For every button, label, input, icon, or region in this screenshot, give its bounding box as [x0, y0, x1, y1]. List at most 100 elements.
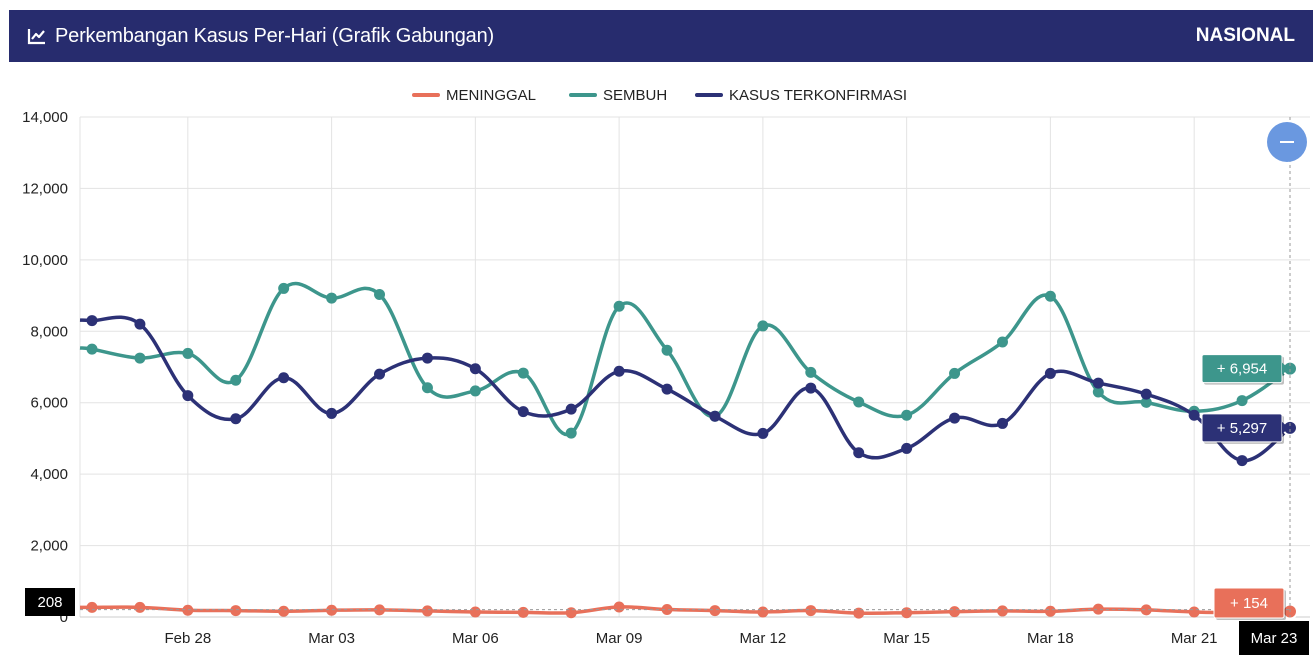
tooltip-kasus-text: + 5,297 — [1217, 420, 1267, 437]
series-line-kasus-terkonfirmasi — [79, 315, 1292, 463]
point-sembuh[interactable] — [1044, 290, 1056, 302]
point-kasus-terkonfirmasi[interactable] — [326, 407, 338, 419]
point-sembuh[interactable] — [565, 427, 577, 439]
tooltip-kasus-arrow — [1282, 421, 1289, 434]
point-kasus-terkonfirmasi[interactable] — [1188, 409, 1200, 421]
point-sembuh[interactable] — [182, 347, 194, 359]
point-kasus-terkonfirmasi[interactable] — [709, 410, 721, 422]
point-kasus-terkonfirmasi[interactable] — [182, 390, 194, 402]
point-sembuh[interactable] — [421, 382, 433, 394]
legend-label-sembuh[interactable]: SEMBUH — [603, 87, 667, 104]
point-sembuh[interactable] — [853, 396, 865, 408]
x-tick-label: Mar 06 — [452, 630, 499, 647]
point-meninggal[interactable] — [901, 607, 913, 619]
point-kasus-terkonfirmasi[interactable] — [230, 413, 242, 425]
point-meninggal[interactable] — [230, 605, 242, 617]
chart-series — [79, 281, 1298, 620]
point-meninggal[interactable] — [1140, 604, 1152, 616]
point-kasus-terkonfirmasi[interactable] — [374, 368, 386, 380]
crosshair-y-label-text: 208 — [37, 594, 62, 611]
point-sembuh[interactable] — [901, 409, 913, 421]
point-meninggal[interactable] — [1092, 603, 1104, 615]
point-kasus-terkonfirmasi[interactable] — [565, 403, 577, 415]
point-sembuh[interactable] — [1236, 395, 1248, 407]
point-kasus-terkonfirmasi[interactable] — [86, 315, 98, 327]
y-tick-label: 2,000 — [30, 538, 68, 555]
point-kasus-terkonfirmasi[interactable] — [757, 427, 769, 439]
point-meninggal[interactable] — [517, 606, 529, 618]
legend-label-kasus-terkonfirmasi[interactable]: KASUS TERKONFIRMASI — [729, 87, 907, 104]
point-sembuh[interactable] — [949, 367, 961, 379]
point-sembuh[interactable] — [517, 367, 529, 379]
crosshair-x-label-text: Mar 23 — [1251, 630, 1298, 647]
point-sembuh[interactable] — [613, 300, 625, 312]
point-meninggal[interactable] — [278, 605, 290, 617]
point-meninggal[interactable] — [421, 605, 433, 617]
point-sembuh[interactable] — [86, 343, 98, 355]
point-meninggal[interactable] — [853, 607, 865, 619]
line-chart-icon — [27, 29, 45, 45]
crosshair-x-label-box — [1239, 621, 1309, 655]
legend-label-meninggal[interactable]: MENINGGAL — [446, 87, 536, 104]
point-kasus-terkonfirmasi[interactable] — [1092, 377, 1104, 389]
tooltip-sembuh: + 6,954 — [1201, 354, 1289, 385]
point-meninggal[interactable] — [1188, 606, 1200, 618]
point-kasus-terkonfirmasi[interactable] — [134, 318, 146, 330]
point-meninggal[interactable] — [182, 604, 194, 616]
point-sembuh[interactable] — [661, 344, 673, 356]
point-meninggal[interactable] — [86, 601, 98, 613]
point-meninggal[interactable] — [469, 606, 481, 618]
point-meninggal[interactable] — [661, 604, 673, 615]
point-sembuh[interactable] — [230, 374, 242, 386]
point-kasus-terkonfirmasi[interactable] — [901, 442, 913, 454]
chart-grid — [79, 116, 1310, 618]
point-sembuh[interactable] — [326, 292, 338, 304]
point-kasus-terkonfirmasi[interactable] — [805, 382, 817, 394]
point-kasus-terkonfirmasi[interactable] — [469, 363, 481, 375]
region-label: NASIONAL — [1195, 25, 1295, 46]
point-kasus-terkonfirmasi[interactable] — [949, 412, 961, 424]
zoom-reset-button[interactable] — [1267, 122, 1307, 162]
point-sembuh[interactable] — [374, 289, 386, 300]
point-kasus-terkonfirmasi[interactable] — [661, 383, 673, 395]
point-meninggal[interactable] — [374, 604, 386, 616]
point-meninggal[interactable] — [613, 601, 625, 613]
point-meninggal[interactable] — [326, 604, 338, 616]
point-meninggal[interactable] — [709, 605, 721, 617]
point-kasus-terkonfirmasi[interactable] — [996, 417, 1008, 429]
chart-title: Perkembangan Kasus Per-Hari (Grafik Gabu… — [55, 24, 494, 47]
point-meninggal[interactable] — [134, 601, 146, 613]
tooltip-meninggal: + 154 — [1213, 587, 1286, 620]
point-sembuh[interactable] — [805, 366, 817, 378]
point-kasus-terkonfirmasi[interactable] — [853, 447, 865, 459]
x-tick-label: Mar 03 — [308, 630, 355, 647]
point-kasus-terkonfirmasi[interactable] — [1044, 367, 1056, 379]
point-kasus-terkonfirmasi[interactable] — [278, 372, 290, 384]
point-sembuh[interactable] — [1092, 386, 1104, 398]
point-kasus-terkonfirmasi[interactable] — [613, 365, 625, 377]
point-meninggal[interactable] — [996, 605, 1008, 617]
point-meninggal[interactable] — [1044, 605, 1056, 617]
point-kasus-terkonfirmasi[interactable] — [1236, 455, 1248, 467]
point-meninggal[interactable] — [805, 605, 817, 617]
y-tick-label: 0 — [60, 609, 68, 626]
point-kasus-terkonfirmasi[interactable] — [517, 406, 529, 418]
point-meninggal[interactable] — [949, 606, 961, 618]
x-tick-label: Mar 21 — [1171, 630, 1218, 647]
point-kasus-terkonfirmasi[interactable] — [421, 352, 433, 364]
crosshair-y-label-box — [25, 588, 75, 616]
header-title-group: Perkembangan Kasus Per-Hari (Grafik Gabu… — [27, 10, 494, 62]
point-sembuh[interactable] — [469, 385, 481, 397]
chart-overlay: + 6,954 + 5,297 + 154 Mar 23 208 — [25, 117, 1309, 655]
point-sembuh[interactable] — [1140, 396, 1152, 408]
tooltip-meninggal-box — [1213, 587, 1285, 619]
point-sembuh[interactable] — [278, 282, 290, 294]
point-sembuh[interactable] — [134, 352, 146, 364]
y-tick-label: 14,000 — [22, 109, 68, 126]
point-meninggal[interactable] — [565, 607, 577, 619]
point-kasus-terkonfirmasi[interactable] — [1140, 388, 1152, 400]
point-meninggal[interactable] — [757, 606, 769, 618]
x-tick-label: Feb 28 — [164, 630, 211, 647]
point-sembuh[interactable] — [757, 320, 769, 332]
point-sembuh[interactable] — [996, 336, 1008, 348]
